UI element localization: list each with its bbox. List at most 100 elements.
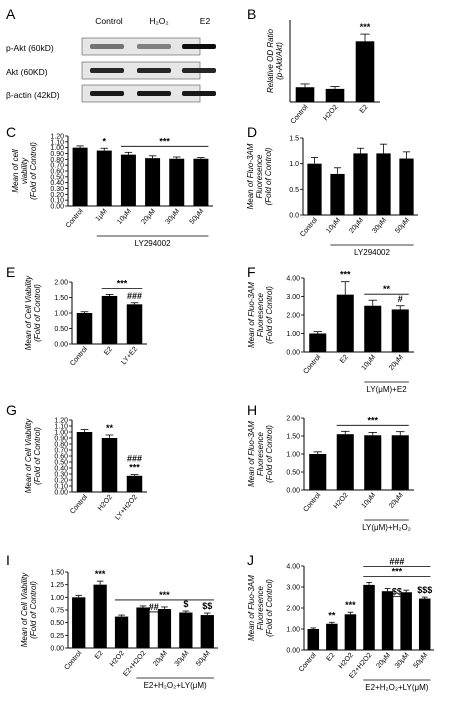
bar bbox=[326, 623, 338, 650]
bar bbox=[418, 598, 431, 650]
y-axis-label: (Fold of Control) bbox=[265, 579, 274, 637]
blot-lane-label: E2 bbox=[199, 16, 211, 26]
significance-mark: *** bbox=[159, 136, 170, 146]
y-tick-label: 0.5 bbox=[289, 187, 299, 194]
x-tick-label: Control bbox=[302, 353, 322, 375]
group-label: E2+H₂O₂+LY(μM) bbox=[365, 683, 428, 692]
bar bbox=[96, 150, 112, 206]
y-axis-label: Mean of Fluo-3AM bbox=[247, 282, 256, 348]
y-tick-label: 0.00 bbox=[54, 342, 68, 349]
x-tick-label: 30μM bbox=[371, 217, 388, 235]
x-tick-label: H2O2 bbox=[338, 652, 355, 671]
y-tick-label: 0.75 bbox=[50, 608, 64, 615]
bar bbox=[93, 584, 107, 648]
y-tick-label: 1.20 bbox=[50, 134, 64, 141]
significance-mark: *** bbox=[360, 22, 371, 32]
y-axis-label: Mean of Cell Viability bbox=[24, 275, 33, 351]
significance-mark: ## bbox=[149, 602, 159, 612]
bar bbox=[76, 313, 93, 344]
bar bbox=[336, 294, 354, 352]
y-tick-label: 1.00 bbox=[54, 430, 68, 437]
y-axis-label: (Fold of Control) bbox=[264, 147, 273, 205]
x-tick-label: 20μM bbox=[388, 354, 405, 372]
y-tick-label: 1.00 bbox=[286, 627, 300, 634]
bar bbox=[200, 615, 214, 648]
blot-band bbox=[182, 68, 216, 73]
y-tick-label: 1.00 bbox=[286, 452, 300, 459]
significance-mark: # bbox=[398, 294, 403, 304]
y-tick-label: 1.5 bbox=[289, 136, 299, 143]
x-tick-label: Control bbox=[290, 103, 310, 125]
y-tick-label: 0.50 bbox=[54, 460, 68, 467]
y-tick-label: 0.00 bbox=[50, 204, 64, 211]
x-tick-label: Control bbox=[69, 493, 89, 515]
blot-row-label: Akt (60KD) bbox=[6, 67, 48, 77]
y-tick-label: 0.00 bbox=[50, 646, 64, 653]
y-axis-label: Mean of Cell Viability bbox=[24, 418, 33, 494]
group-label: LY294002 bbox=[354, 248, 390, 257]
blot-row-label: p-Akt (60kD) bbox=[6, 43, 54, 53]
y-tick-label: 0.00 bbox=[286, 648, 300, 655]
x-tick-label: 10μM bbox=[116, 208, 133, 226]
bar bbox=[363, 584, 375, 650]
significance-mark: ### bbox=[389, 556, 404, 566]
y-axis-label: (Fold of Control) bbox=[29, 581, 38, 639]
western-blot: Control H₂O₂ E2 p-Akt (60kD) Akt (60KD) … bbox=[0, 0, 240, 110]
y-tick-label: 0.00 bbox=[286, 488, 300, 495]
y-tick-label: 4.00 bbox=[286, 276, 300, 283]
x-tick-label: 50μM bbox=[394, 217, 411, 235]
significance-mark: *** bbox=[129, 463, 140, 473]
significance-mark: ### bbox=[127, 454, 142, 464]
significance-mark: $$ bbox=[202, 601, 212, 611]
y-tick-label: 1.00 bbox=[50, 145, 64, 152]
y-axis-label: (Fold of Control) bbox=[33, 427, 42, 485]
bar bbox=[136, 607, 150, 648]
y-axis-label: Relative OD Ratio bbox=[266, 28, 275, 93]
y-axis-label: (Fold of Control) bbox=[265, 286, 274, 344]
y-tick-label: 1.00 bbox=[50, 595, 64, 602]
y-axis-label: (Fold of Control) bbox=[33, 284, 42, 342]
significance-mark: ### bbox=[127, 291, 142, 301]
y-tick-label: 0.60 bbox=[54, 454, 68, 461]
bar bbox=[126, 475, 143, 492]
x-tick-label: H2O2 bbox=[97, 494, 114, 513]
significance-mark: *** bbox=[159, 590, 170, 600]
chart-d: 0.0 0.5 1.0 1.5 Mean of Fluo-3AM Fluoresence(… bbox=[246, 136, 418, 257]
blot-band bbox=[137, 68, 171, 73]
panel-label-h: H bbox=[247, 402, 258, 418]
y-tick-label: 0.00 bbox=[54, 490, 68, 497]
y-tick-label: 1.20 bbox=[54, 418, 68, 425]
significance-mark: *** bbox=[345, 600, 356, 610]
bar bbox=[169, 158, 185, 206]
x-tick-label: 50μM bbox=[413, 652, 430, 670]
x-tick-label: 50μM bbox=[189, 208, 206, 226]
bar bbox=[364, 435, 382, 490]
y-tick-label: 0.10 bbox=[50, 198, 64, 205]
y-tick-label: 2.00 bbox=[54, 280, 68, 287]
x-tick-label: Control bbox=[299, 216, 319, 238]
panel-label-c: C bbox=[6, 124, 17, 140]
x-tick-label: Control bbox=[302, 491, 322, 513]
x-tick-label: E2 bbox=[326, 652, 337, 663]
blot-membrane bbox=[81, 37, 216, 103]
panel-label-g: G bbox=[6, 402, 17, 418]
chart-g: 0.000.100.200.300.400.500.600.700.800.90… bbox=[24, 418, 147, 522]
y-tick-label: 1.50 bbox=[50, 570, 64, 577]
x-tick-label: 20μM bbox=[375, 652, 392, 670]
bar bbox=[101, 438, 118, 492]
group-label: LY294002 bbox=[135, 239, 171, 248]
bar bbox=[325, 88, 345, 102]
blot-row-label: β-actin (42kD) bbox=[6, 90, 60, 100]
significance-mark: *** bbox=[392, 566, 403, 576]
x-tick-label: E2 bbox=[103, 346, 114, 357]
panel-label-d: D bbox=[247, 124, 258, 140]
y-tick-label: 0.40 bbox=[54, 466, 68, 473]
y-tick-label: 0.70 bbox=[50, 163, 64, 170]
x-tick-label: Control bbox=[65, 207, 85, 229]
panel-label-j: J bbox=[247, 552, 254, 568]
significance-mark: $$$ bbox=[417, 585, 432, 595]
y-axis-label: Fluoresence bbox=[256, 292, 265, 337]
bar bbox=[364, 305, 382, 352]
y-axis-label: (Fold of Control) bbox=[265, 425, 274, 483]
